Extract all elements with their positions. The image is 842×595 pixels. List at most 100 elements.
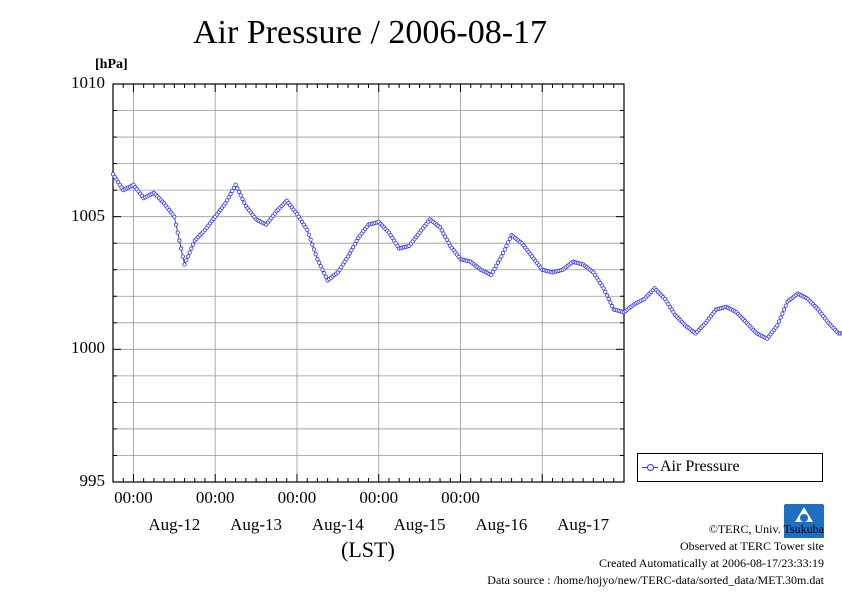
data-point [240, 196, 245, 202]
data-point [502, 247, 507, 252]
data-point [323, 274, 329, 279]
data-point [444, 237, 449, 242]
data-point [172, 214, 177, 219]
y-tick-label: 1005 [71, 205, 105, 225]
x-tick-date-label: Aug-14 [311, 515, 364, 534]
credit-observed: Observed at TERC Tower site [679, 539, 824, 553]
chart-axes [112, 83, 625, 483]
x-tick-time-label: 00:00 [195, 488, 235, 507]
data-point [225, 198, 230, 203]
data-point [228, 192, 233, 197]
data-point [317, 260, 322, 265]
data-point [608, 300, 613, 305]
x-tick-date-label: Aug-16 [475, 515, 528, 534]
data-point [609, 303, 615, 309]
data-point [604, 293, 610, 298]
data-point [345, 254, 351, 259]
legend-label: Air Pressure [660, 458, 740, 475]
data-point [184, 258, 189, 263]
data-point [603, 289, 608, 294]
data-point [349, 248, 354, 253]
data-point [182, 262, 187, 267]
y-tick-label: 1010 [71, 73, 105, 92]
x-tick-date-label: Aug-13 [230, 515, 283, 534]
x-tick-date-label: Aug-17 [557, 515, 610, 534]
data-point [782, 307, 787, 312]
chart-grid [113, 84, 624, 482]
data-point [320, 267, 325, 272]
data-point [177, 238, 182, 243]
data-point [173, 222, 179, 227]
data-point [347, 251, 352, 256]
data-point [446, 240, 451, 245]
data-point [497, 257, 502, 262]
x-axis-label: (LST) [341, 537, 395, 562]
data-point [443, 234, 448, 239]
x-tick-time-label: 00:00 [114, 488, 153, 507]
data-point [179, 246, 184, 251]
data-point [185, 254, 191, 259]
data-point [441, 231, 446, 236]
data-point [322, 271, 327, 276]
data-point [783, 303, 788, 308]
data-point [187, 250, 192, 255]
data-point [236, 189, 242, 195]
chart-series-air-pressure [110, 172, 842, 341]
credit-created: Created Automatically at 2006-08-17/23:3… [599, 556, 824, 570]
y-axis-unit-label: [hPa] [95, 57, 128, 72]
y-tick-label: 1000 [71, 338, 105, 358]
data-point [506, 240, 511, 245]
data-point [776, 319, 782, 324]
data-point [354, 238, 359, 244]
chart-legend: Air Pressure [637, 453, 823, 482]
y-tick-label: 995 [79, 471, 106, 490]
credit-copyright: ©TERC, Univ. Tsukuba [708, 522, 824, 536]
data-point [230, 188, 235, 194]
data-point [233, 182, 238, 187]
x-tick-time-label: 00:00 [359, 488, 399, 507]
x-tick-time-label: 00:00 [277, 488, 317, 507]
data-point [306, 232, 311, 237]
data-point [318, 264, 323, 269]
data-point [315, 257, 320, 262]
data-point [238, 193, 243, 198]
data-point [352, 241, 357, 247]
x-tick-date-label: Aug-15 [393, 515, 446, 534]
data-point [311, 247, 317, 252]
data-point [780, 311, 785, 316]
legend-marker-swatch [647, 464, 654, 471]
x-tick-date-label: Aug-12 [148, 515, 201, 534]
data-point [495, 260, 501, 265]
data-point [313, 252, 318, 257]
x-tick-time-label: 00:00 [441, 488, 480, 507]
data-point [500, 250, 506, 256]
data-point [223, 201, 228, 206]
data-point [226, 195, 231, 200]
data-point [499, 254, 504, 259]
data-point [439, 228, 444, 233]
data-point [310, 242, 315, 247]
data-point [507, 236, 512, 241]
data-point [180, 254, 185, 259]
data-point [351, 245, 356, 250]
data-point [606, 296, 611, 302]
data-point [504, 243, 509, 248]
data-point [175, 230, 180, 235]
chart-title: Air Pressure / 2006-08-17 [192, 14, 548, 51]
data-point [189, 246, 194, 251]
data-point [305, 227, 310, 233]
data-point [494, 263, 499, 268]
data-point [492, 266, 497, 271]
data-point [775, 323, 780, 328]
data-point [437, 225, 443, 230]
plot-frame [112, 83, 625, 483]
data-point [235, 186, 240, 191]
data-point [490, 269, 495, 275]
data-point [242, 200, 247, 205]
data-point [778, 315, 783, 320]
credit-source: Data source : /home/hojyo/new/TERC-data/… [487, 573, 824, 587]
data-point [190, 242, 196, 247]
data-point [601, 286, 606, 291]
data-point [308, 237, 313, 242]
